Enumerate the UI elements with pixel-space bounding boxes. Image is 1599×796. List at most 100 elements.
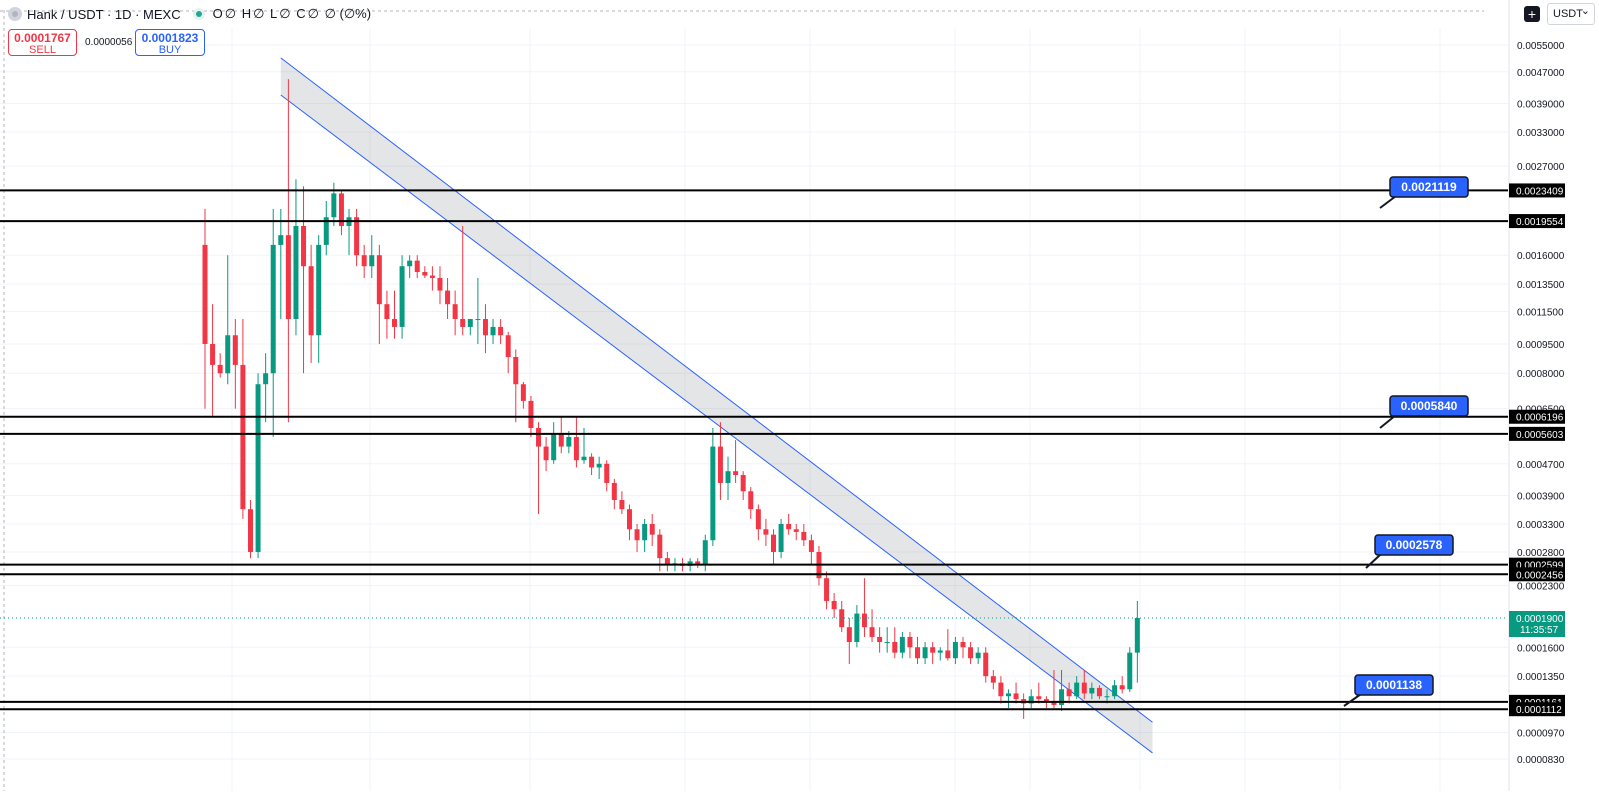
candle[interactable] [740,471,746,500]
candle[interactable] [361,244,367,278]
candle[interactable] [831,593,837,618]
candle[interactable] [877,627,883,653]
candle[interactable] [1059,669,1065,712]
candle[interactable] [930,642,936,665]
candle[interactable] [414,255,420,278]
candle[interactable] [1028,689,1034,708]
candle[interactable] [771,529,776,565]
candle[interactable] [573,416,579,468]
candle[interactable] [1112,680,1118,700]
candle[interactable] [1119,676,1125,694]
candle[interactable] [210,304,216,417]
buy-button[interactable]: 0.0001823 BUY [135,29,205,56]
candle[interactable] [460,225,466,336]
candle[interactable] [649,513,655,547]
candle[interactable] [505,331,511,374]
candle[interactable] [346,208,352,256]
candle[interactable] [437,266,443,305]
candle[interactable] [922,642,928,665]
callout[interactable]: 0.0001138 [1343,674,1434,707]
candle[interactable] [695,558,701,568]
candle[interactable] [316,235,322,363]
candle[interactable] [824,571,830,610]
candle[interactable] [952,636,958,665]
candle[interactable] [846,617,852,665]
candle[interactable] [467,319,473,336]
candle[interactable] [513,349,519,423]
candle[interactable] [725,456,731,500]
candle[interactable] [702,534,708,572]
candle[interactable] [717,422,723,500]
candle[interactable] [536,422,542,514]
channel-upper-line[interactable] [280,57,1153,723]
candle[interactable] [255,373,261,559]
candle[interactable] [392,290,397,339]
candle[interactable] [338,189,344,236]
candle[interactable] [854,605,860,648]
candle[interactable] [376,244,382,344]
candle[interactable] [710,427,716,547]
candle[interactable] [498,319,504,344]
callout[interactable]: 0.0021119 [1379,176,1469,209]
zone-callouts[interactable]: 0.0021119 0.0005840 0.0002578 0.0001138 [1343,176,1469,707]
candle[interactable] [308,244,314,363]
candle[interactable] [801,524,807,547]
candle[interactable] [422,266,428,278]
candle[interactable] [384,290,390,339]
candle[interactable] [285,79,291,423]
candle[interactable] [217,353,223,378]
candle[interactable] [232,319,238,409]
candle[interactable] [634,524,640,552]
plus-icon[interactable]: + [1524,6,1540,22]
candle[interactable] [763,518,769,547]
candle[interactable] [270,208,276,438]
candle[interactable] [642,518,648,552]
candle[interactable] [452,290,458,336]
candle[interactable] [975,647,981,665]
candle[interactable] [354,208,360,267]
candle[interactable] [861,578,867,637]
candle[interactable] [1074,676,1080,700]
symbol-title[interactable]: Hank / USDT · 1D · MEXC [27,6,181,22]
candle[interactable] [1021,693,1027,719]
candle[interactable] [1127,647,1133,693]
candle[interactable] [1013,682,1019,704]
candle[interactable] [990,669,996,690]
candle[interactable] [899,631,905,659]
candle[interactable] [399,255,405,339]
candle[interactable] [247,499,253,559]
candle[interactable] [490,319,496,344]
candle[interactable] [626,504,632,541]
callout[interactable]: 0.0002578 [1365,534,1454,569]
candle[interactable] [589,453,595,476]
candle[interactable] [884,627,890,653]
candle[interactable] [793,524,799,541]
candle[interactable] [907,631,913,659]
candle[interactable] [293,179,299,336]
descending-channel[interactable] [280,57,1153,754]
candle[interactable] [482,304,488,354]
candle[interactable] [1096,685,1102,700]
candle[interactable] [331,182,337,226]
candle[interactable] [664,551,670,572]
candle[interactable] [445,277,451,320]
candle[interactable] [892,627,898,659]
candle[interactable] [369,235,375,278]
candle[interactable] [983,647,989,683]
candle[interactable] [619,491,625,514]
candle[interactable] [960,636,966,659]
candle[interactable] [869,609,875,643]
candle[interactable] [278,208,284,320]
candle[interactable] [225,255,231,385]
candle[interactable] [1134,600,1140,683]
candle[interactable] [786,513,792,535]
candle[interactable] [915,636,921,665]
callout[interactable]: 0.0005840 [1379,395,1469,429]
candle[interactable] [1066,682,1072,704]
candle[interactable] [1081,669,1087,700]
candle[interactable] [1005,689,1011,708]
candle[interactable] [520,381,526,409]
candle[interactable] [1036,682,1042,704]
